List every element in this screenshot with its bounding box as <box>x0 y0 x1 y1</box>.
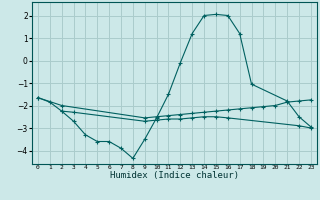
X-axis label: Humidex (Indice chaleur): Humidex (Indice chaleur) <box>110 171 239 180</box>
